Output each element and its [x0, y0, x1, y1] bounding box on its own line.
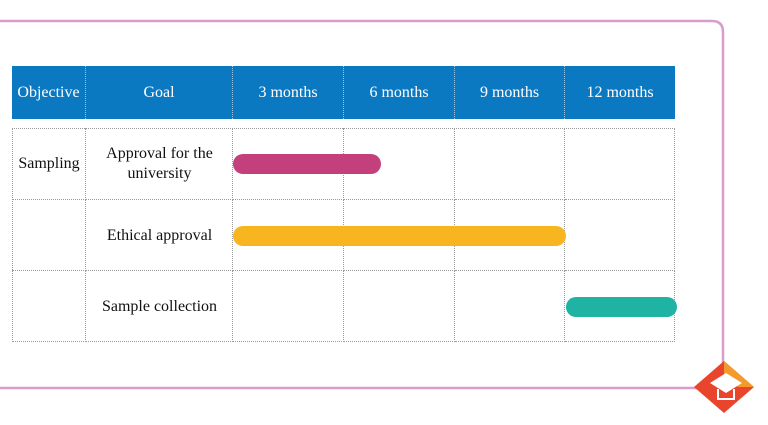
header-cell: 3 months	[233, 66, 344, 119]
cell	[86, 271, 233, 342]
logo	[694, 361, 754, 413]
header-cell: 9 months	[455, 66, 565, 119]
timeline-bar	[566, 296, 677, 317]
cell	[565, 200, 675, 271]
cell	[455, 271, 565, 342]
cell	[12, 128, 86, 200]
cell	[344, 128, 455, 200]
goal: Sample collection	[101, 297, 218, 315]
header-cell: 6 months	[344, 66, 455, 119]
cell	[86, 128, 233, 200]
header-cell: Objective	[12, 66, 86, 119]
cell	[12, 271, 86, 342]
cell	[344, 271, 455, 342]
cell	[455, 128, 565, 200]
timeline-bar	[233, 154, 381, 174]
objective: Sampling	[18, 155, 80, 172]
cell	[233, 271, 344, 342]
cell	[12, 200, 86, 271]
cell	[565, 128, 675, 200]
goal: Ethical approval	[106, 226, 213, 244]
header-cell: 12 months	[586, 83, 654, 101]
cell	[86, 200, 233, 271]
timeline-bar	[233, 225, 566, 246]
header-cell: Goal	[86, 66, 233, 119]
goal: Approval for the university	[106, 145, 213, 182]
